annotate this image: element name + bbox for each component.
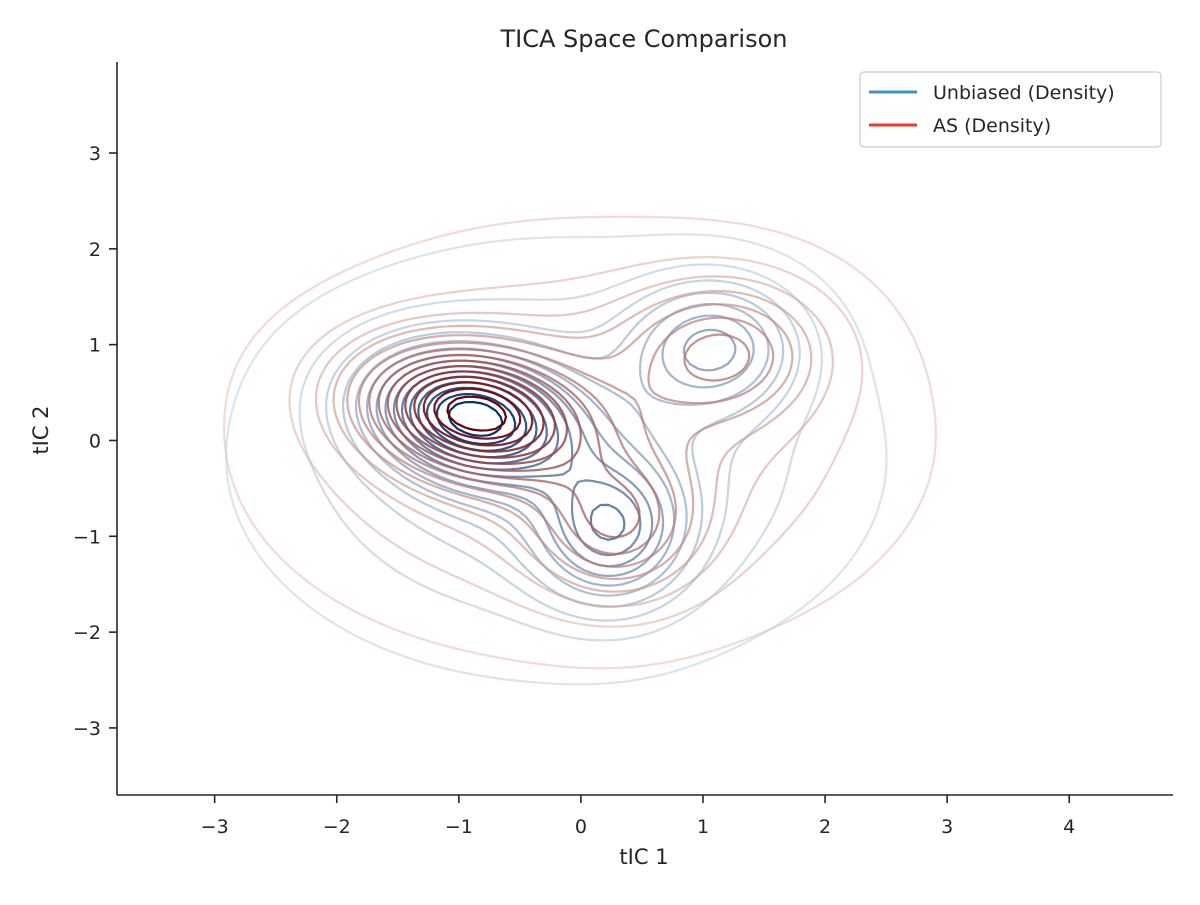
contour-level bbox=[314, 275, 834, 608]
contour-level bbox=[346, 303, 794, 581]
x-tick-label: 1 bbox=[697, 816, 709, 838]
contour-level bbox=[446, 395, 508, 432]
contour-level bbox=[436, 392, 517, 445]
y-tick-label: 0 bbox=[89, 430, 101, 452]
x-tick-label: −2 bbox=[323, 816, 351, 838]
contour-level bbox=[223, 215, 937, 670]
legend: Unbiased (Density) AS (Density) bbox=[859, 71, 1162, 148]
y-tick-label: 3 bbox=[89, 143, 101, 165]
y-tick-label: 1 bbox=[89, 335, 101, 357]
y-tick-label: −3 bbox=[73, 718, 101, 740]
x-axis-label: tIC 1 bbox=[619, 845, 668, 869]
x-tick-label: 0 bbox=[575, 816, 587, 838]
contour-level bbox=[298, 263, 823, 642]
x-tick-label: 2 bbox=[819, 816, 831, 838]
contour-series bbox=[223, 215, 937, 670]
axes: −3 −2 −1 0 1 2 3 4 −3 −2 −1 0 1 2 3 bbox=[73, 62, 1173, 838]
x-tick-label: 3 bbox=[941, 816, 953, 838]
contour-level bbox=[404, 370, 556, 459]
contour-level bbox=[433, 387, 522, 440]
contour-level bbox=[357, 316, 775, 568]
contour-level bbox=[332, 290, 813, 593]
x-tick-label: −3 bbox=[201, 816, 229, 838]
contour-level bbox=[377, 354, 641, 539]
legend-label-as: AS (Density) bbox=[933, 115, 1051, 137]
contour-level bbox=[395, 365, 569, 465]
contour-level bbox=[368, 333, 751, 556]
x-ticks: −3 −2 −1 0 1 2 3 4 bbox=[201, 795, 1075, 838]
contour-level bbox=[288, 256, 864, 628]
contour-level bbox=[386, 359, 582, 472]
x-tick-label: 4 bbox=[1063, 816, 1075, 838]
contour-level bbox=[365, 314, 755, 587]
y-tick-label: −2 bbox=[73, 622, 101, 644]
contour-level bbox=[422, 381, 534, 447]
contour-level bbox=[325, 279, 801, 622]
y-tick-label: 2 bbox=[89, 239, 101, 261]
y-tick-label: −1 bbox=[73, 526, 101, 548]
legend-label-unbiased: Unbiased (Density) bbox=[933, 82, 1115, 104]
contour-level bbox=[225, 233, 888, 686]
contour-level bbox=[413, 375, 545, 453]
x-tick-label: −1 bbox=[445, 816, 473, 838]
y-axis-label: tIC 2 bbox=[29, 405, 53, 454]
chart-title: TICA Space Comparison bbox=[499, 25, 787, 53]
legend-frame bbox=[859, 71, 1162, 148]
contour-layer bbox=[223, 215, 937, 686]
y-ticks: −3 −2 −1 0 1 2 3 bbox=[73, 143, 117, 740]
